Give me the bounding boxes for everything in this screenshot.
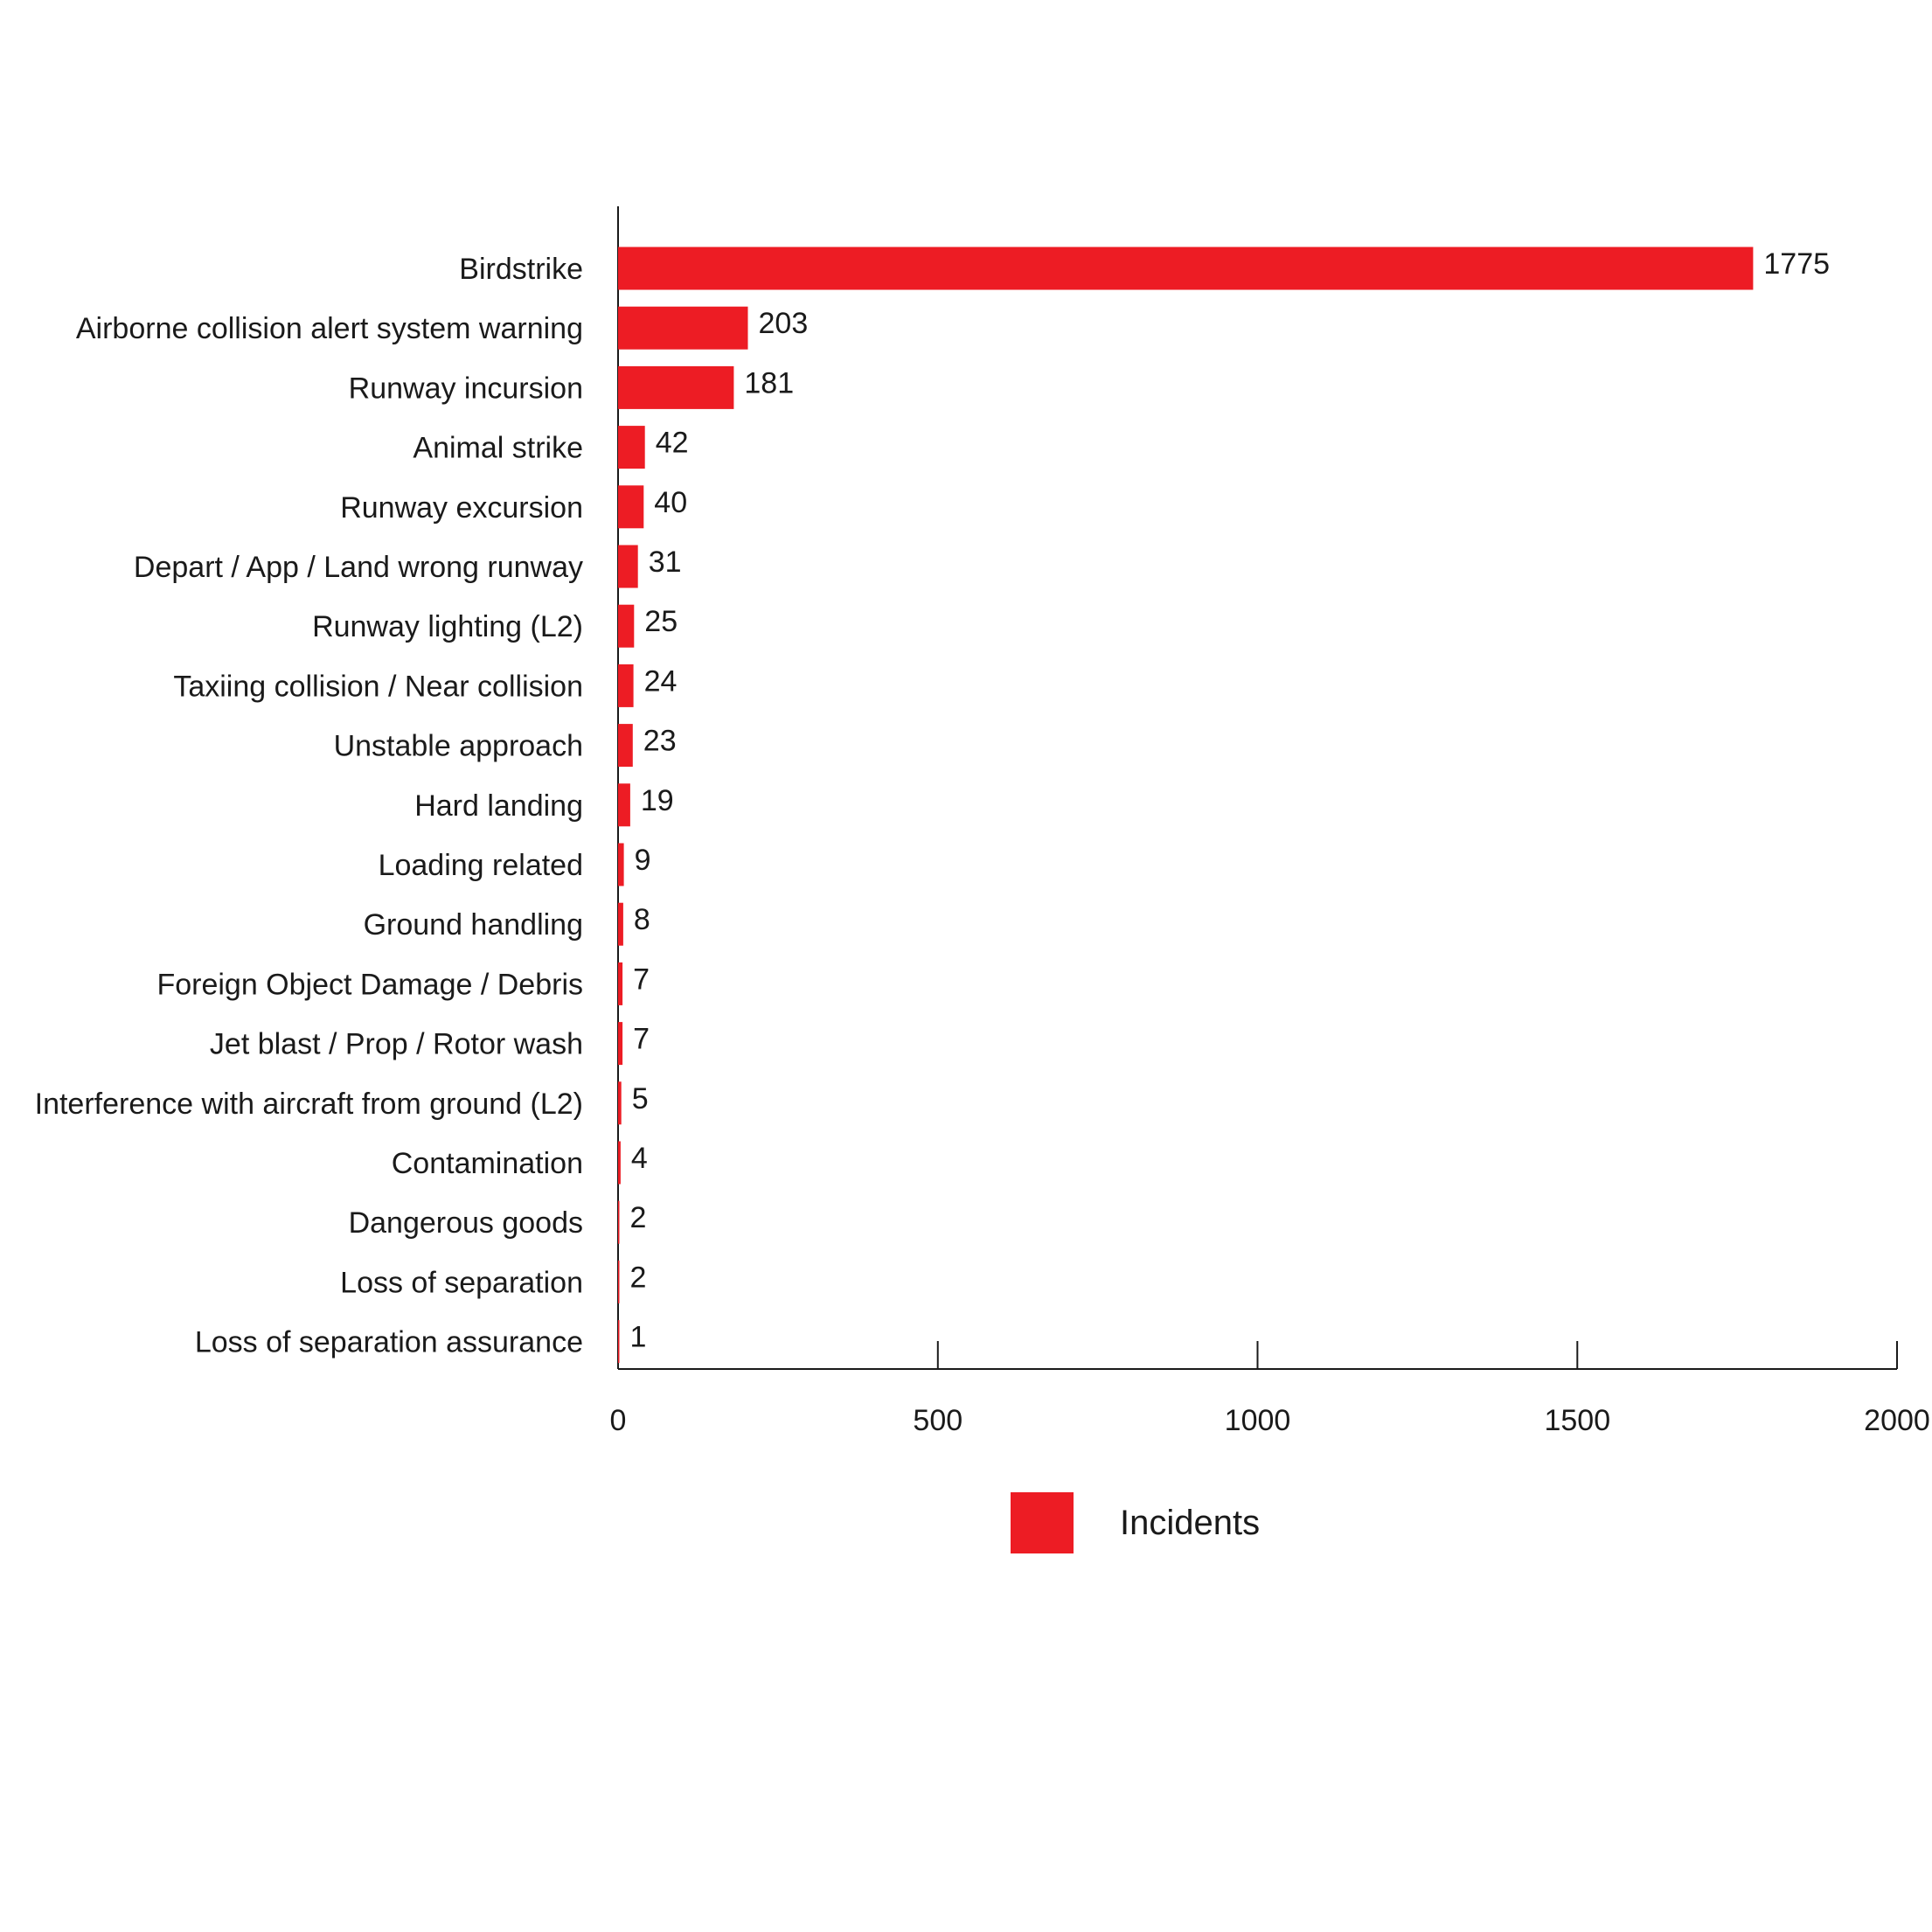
legend-swatch-incidents (1011, 1492, 1074, 1553)
bar (618, 545, 638, 588)
bar (618, 426, 645, 469)
bar (618, 664, 634, 707)
bar (618, 843, 624, 886)
data-label: 5 (632, 1082, 649, 1115)
bar (618, 1260, 620, 1303)
bar (618, 724, 633, 768)
legend: Incidents (1011, 1492, 1260, 1553)
category-label: Unstable approach (334, 730, 583, 763)
axes (617, 206, 1897, 1370)
data-label: 7 (633, 963, 650, 996)
category-label: Loss of separation (340, 1266, 583, 1299)
data-label: 19 (641, 784, 674, 817)
data-label: 181 (744, 366, 794, 400)
bars (618, 247, 1754, 1364)
bar (618, 604, 635, 648)
category-label: Contamination (392, 1147, 583, 1180)
x-axis-ticks: 0 500 1000 1500 2000 (610, 1341, 1930, 1437)
x-tick-label: 500 (913, 1404, 963, 1437)
category-label: Runway incursion (349, 372, 583, 405)
data-label: 24 (644, 664, 678, 698)
data-label: 7 (633, 1023, 650, 1056)
bar (618, 306, 748, 350)
x-tick-label: 0 (610, 1404, 627, 1437)
category-label: Birdstrike (459, 253, 583, 286)
category-label: Jet blast / Prop / Rotor wash (210, 1028, 583, 1061)
category-label: Loading related (379, 849, 583, 882)
bar (618, 1200, 620, 1244)
data-label: 42 (656, 427, 689, 460)
x-tick-label: 1500 (1544, 1404, 1610, 1437)
bar (618, 1320, 620, 1364)
bar (618, 962, 623, 1005)
data-label: 40 (654, 486, 687, 519)
category-labels: Birdstrike Airborne collision alert syste… (35, 253, 583, 1359)
bar (618, 902, 623, 946)
data-label: 9 (635, 844, 651, 877)
data-label: 203 (759, 307, 809, 340)
category-label: Runway excursion (340, 491, 583, 525)
data-label: 31 (649, 546, 682, 579)
data-label: 1775 (1763, 247, 1830, 281)
bar (618, 783, 630, 827)
category-label: Foreign Object Damage / Debris (156, 968, 583, 1001)
category-label: Runway lighting (L2) (312, 610, 583, 643)
category-label: Taxiing collision / Near collision (173, 670, 583, 703)
x-tick-label: 1000 (1225, 1404, 1291, 1437)
bar (618, 485, 644, 529)
category-label: Hard landing (414, 789, 583, 823)
category-label: Airborne collision alert system warning (76, 312, 583, 345)
data-label: 1 (630, 1321, 647, 1354)
category-label: Ground handling (364, 908, 583, 942)
data-label: 4 (631, 1142, 648, 1175)
category-label: Animal strike (413, 432, 583, 465)
bar (618, 1022, 623, 1066)
bar (618, 247, 1754, 290)
bar (618, 1081, 622, 1125)
category-label: Dangerous goods (349, 1206, 583, 1240)
data-label: 8 (634, 903, 650, 936)
bar (618, 365, 734, 409)
x-tick-label: 2000 (1864, 1404, 1930, 1437)
category-label: Loss of separation assurance (195, 1326, 583, 1359)
data-label: 2 (630, 1201, 647, 1234)
category-label: Interference with aircraft from ground (… (35, 1088, 583, 1121)
data-label: 23 (643, 725, 677, 758)
bar (618, 1141, 621, 1185)
data-label: 2 (630, 1261, 647, 1294)
category-label: Depart / App / Land wrong runway (134, 551, 583, 584)
legend-label-incidents: Incidents (1120, 1504, 1260, 1542)
data-label: 25 (644, 605, 678, 638)
